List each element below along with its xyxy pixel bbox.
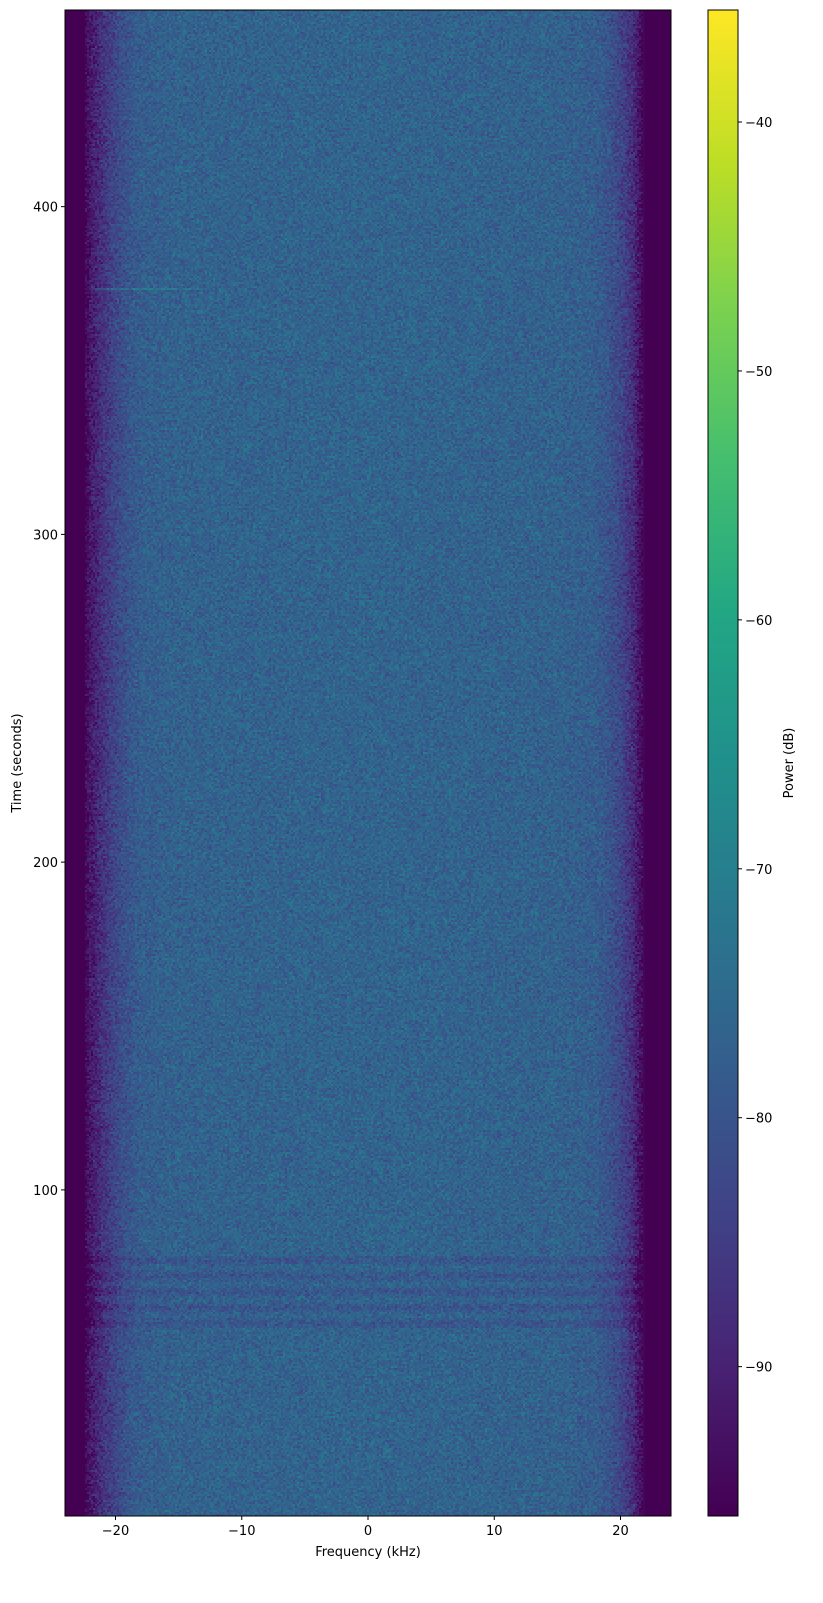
colorbar-tick-label: −90 — [745, 1361, 772, 1376]
y-tick-label: 300 — [33, 528, 58, 543]
x-tick-label: 0 — [364, 1524, 372, 1539]
x-tick-label: 10 — [486, 1524, 503, 1539]
y-tick-label: 400 — [33, 201, 58, 216]
colorbar-tick-label: −50 — [745, 365, 772, 380]
x-tick-label: −10 — [228, 1524, 255, 1539]
plot-frame — [64, 9, 672, 1517]
x-axis-label: Frequency (kHz) — [315, 1545, 421, 1560]
colorbar-tick-label: −70 — [745, 863, 772, 878]
x-tick-label: 20 — [612, 1524, 629, 1539]
colorbar-tick-label: −40 — [745, 116, 772, 131]
y-tick-label: 200 — [33, 856, 58, 871]
colorbar-frame — [707, 9, 739, 1517]
colorbar-tick-label: −80 — [745, 1112, 772, 1127]
y-tick-label: 100 — [33, 1184, 58, 1199]
y-axis-label: Time (seconds) — [10, 713, 25, 813]
colorbar-tick-label: −60 — [745, 614, 772, 629]
colorbar-gradient — [708, 10, 738, 1516]
x-tick-label: −20 — [102, 1524, 129, 1539]
colorbar-label: Power (dB) — [782, 728, 797, 799]
spectrogram-image — [65, 10, 671, 1516]
